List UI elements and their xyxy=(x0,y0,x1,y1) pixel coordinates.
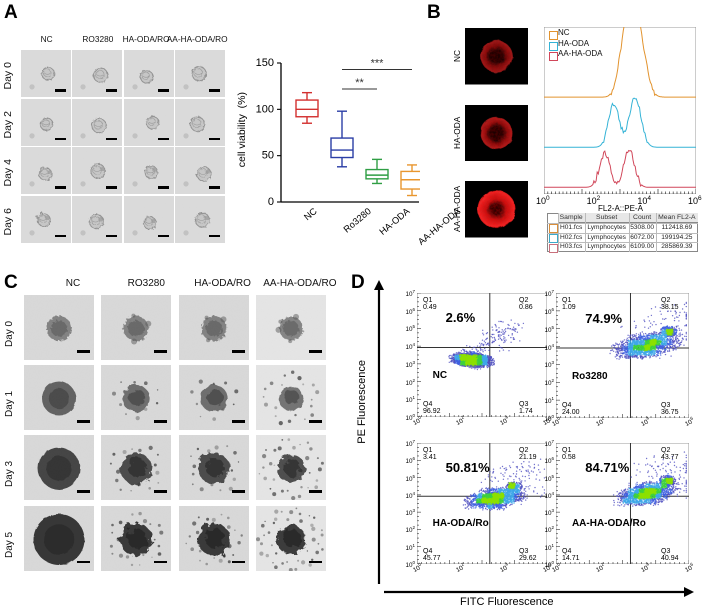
svg-text:150: 150 xyxy=(256,57,274,69)
svg-text:100: 100 xyxy=(256,103,274,115)
svg-text:**: ** xyxy=(355,77,364,89)
svg-text:0: 0 xyxy=(268,196,274,208)
svg-text:50: 50 xyxy=(262,150,274,162)
svg-text:***: *** xyxy=(371,57,385,69)
